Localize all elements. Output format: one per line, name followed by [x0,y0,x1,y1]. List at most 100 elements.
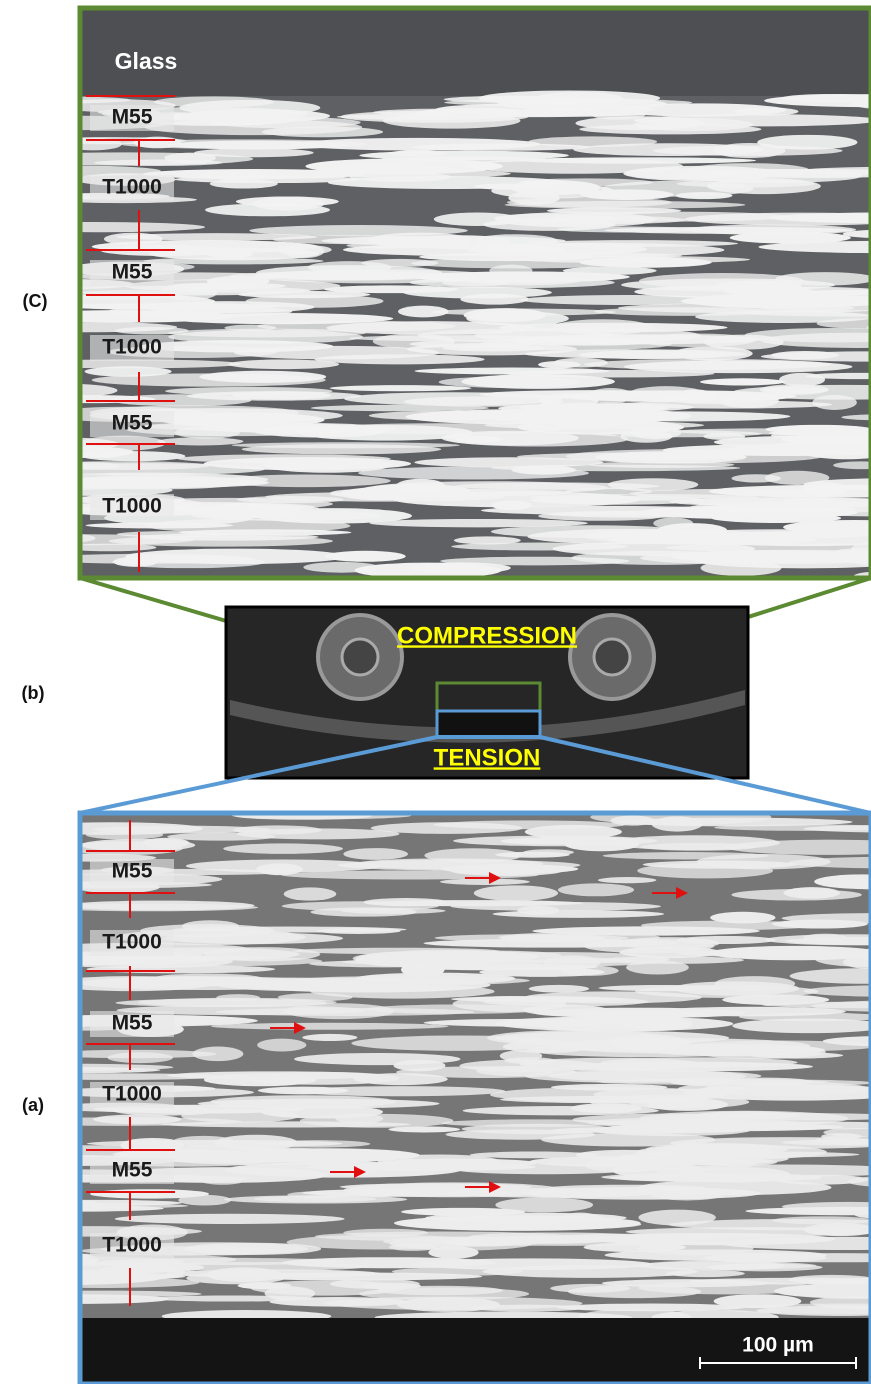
fiber [440,879,530,885]
fiber [283,244,324,258]
fiber [296,1086,506,1096]
fiber [302,1034,357,1041]
fiber [270,1297,409,1307]
fiber [284,887,337,900]
fiber [125,549,346,565]
fiber [243,1072,400,1085]
fiber [732,474,781,482]
fiber [763,387,827,393]
fiber [344,1182,564,1197]
fiber [303,562,379,573]
fiber [626,1227,871,1236]
fiber [550,1284,630,1293]
fiber [4,1200,182,1206]
fiber [186,860,381,873]
fiber [41,294,216,310]
fiber [775,272,871,285]
fiber [311,907,417,916]
fiber [779,373,825,386]
fiber [411,258,629,268]
fiber [464,308,547,322]
fiber [109,536,333,547]
fiber [410,562,511,573]
fiber [466,158,683,174]
fiber [511,465,576,474]
fiber [236,196,339,206]
glass-label: Glass [115,48,178,74]
layer-label: M55 [112,1012,153,1035]
layer-label: T1000 [102,931,162,954]
fiber [558,883,634,896]
fiber [316,928,401,934]
fiber [342,958,551,965]
compression-label: COMPRESSION [397,622,577,649]
layer-label: T1000 [102,1234,162,1257]
fiber [666,1270,745,1277]
fiber [714,1294,802,1308]
fiber [529,985,589,993]
fiber [548,511,751,518]
fiber [237,828,400,839]
fiber [359,151,569,161]
fiber [461,374,615,389]
fiber [396,479,445,493]
fiber [49,955,233,969]
panel-label: (C) [23,291,48,311]
fiber [802,482,847,496]
fiber [232,391,331,399]
fiber [322,236,566,246]
fiber [640,843,757,851]
fiber [219,475,391,488]
fiber [108,1052,173,1063]
fiber [294,1053,461,1065]
fiber [254,269,497,283]
figure: COMPRESSION TENSION 100 µm (C) (b) (a) G… [0,0,871,1384]
panel-label: (b) [22,683,45,703]
fiber [424,848,521,862]
fiber [86,830,163,839]
fiber [238,291,371,298]
fiber [305,1163,536,1171]
fiber [599,985,724,991]
layer-label: T1000 [102,495,162,518]
fiber [460,294,528,305]
fiber [411,144,591,151]
fiber [618,937,719,949]
fiber [730,232,851,244]
fiber [609,1035,689,1051]
fiber [300,1114,454,1128]
fiber [676,192,733,199]
fiber [578,350,730,359]
fiber [765,425,871,434]
fiber [504,1057,555,1064]
fiber [328,176,568,189]
fiber [389,1244,436,1251]
fiber [547,1070,761,1081]
fiber [497,98,667,110]
fiber [314,354,484,364]
fiber [443,345,546,351]
fiber [588,461,734,468]
fiber [710,912,775,924]
fiber [652,816,703,831]
fiber [194,148,314,157]
fiber [463,1106,659,1115]
fiber [564,837,640,852]
layer-label: M55 [112,261,153,284]
fiber [238,1282,292,1289]
fiber [469,1305,585,1312]
fiber [482,1236,614,1244]
fiber [224,1195,408,1203]
glass-region [82,10,871,96]
fiber [474,885,558,901]
fiber [184,1243,321,1255]
fiber [325,551,406,562]
fiber [366,1004,549,1013]
fiber [330,385,472,391]
fiber [630,425,681,439]
fiber [371,822,523,834]
fiber [598,877,656,883]
fiber [211,1023,449,1030]
fiber [470,408,676,422]
fiber [731,889,861,900]
